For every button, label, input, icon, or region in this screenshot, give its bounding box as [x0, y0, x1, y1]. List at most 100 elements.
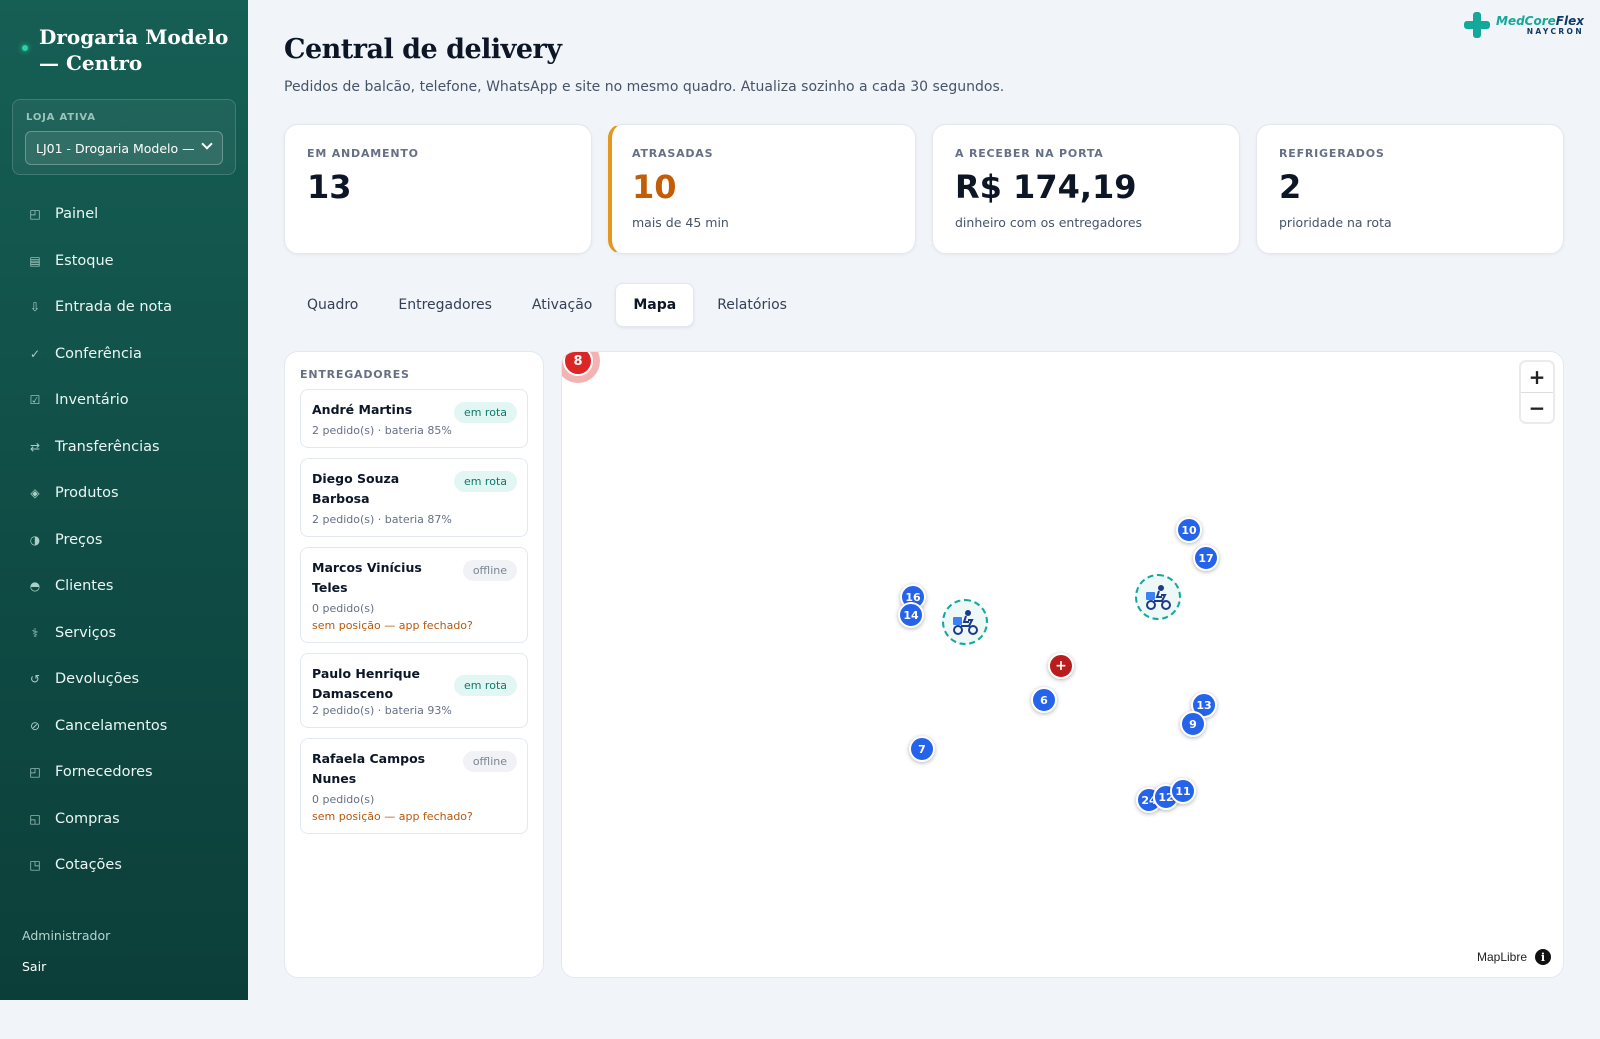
- couriers-title: ENTREGADORES: [300, 368, 410, 381]
- sidebar-item-cotacoes[interactable]: ◳ Cotações: [0, 842, 248, 889]
- order-marker[interactable]: 14: [898, 602, 924, 628]
- sidebar-item-label: Estoque: [55, 252, 114, 269]
- pharmacy-marker[interactable]: +: [1048, 653, 1074, 679]
- quote-icon: ◳: [29, 858, 41, 873]
- sidebar-item-fornecedores[interactable]: ◰ Fornecedores: [0, 749, 248, 796]
- courier-name: Diego Souza Barbosa: [312, 471, 400, 506]
- brand-logo: MedCoreFlex NAYCRON: [1464, 12, 1584, 38]
- kpi-value: R$ 174,19: [955, 168, 1137, 206]
- courier-name: Rafaela Campos Nunes: [312, 751, 426, 786]
- courier-meta: 0 pedido(s): [312, 602, 375, 615]
- courier-card[interactable]: Paulo Henrique Damasceno 2 pedido(s) · b…: [300, 653, 528, 728]
- sidebar-item-label: Serviços: [55, 624, 117, 641]
- purchase-icon: ◱: [29, 811, 41, 826]
- sidebar-item-produtos[interactable]: ◈ Produtos: [0, 470, 248, 517]
- user-name: Administrador: [22, 928, 111, 943]
- courier-meta: 2 pedido(s) · bateria 93%: [312, 704, 452, 717]
- sidebar-item-estoque[interactable]: ▤ Estoque: [0, 238, 248, 285]
- sidebar-item-label: Fornecedores: [55, 764, 153, 781]
- order-marker[interactable]: 9: [1180, 711, 1206, 737]
- page-title: Central de delivery: [284, 34, 562, 65]
- courier-meta: 0 pedido(s): [312, 793, 375, 806]
- motorbike-courier-icon: [1146, 585, 1171, 610]
- store-select[interactable]: LJ01 - Drogaria Modelo —: [25, 131, 223, 165]
- kpi-refrigerated: REFRIGERADOS 2 prioridade na rota: [1256, 124, 1564, 254]
- status-dot-icon: [22, 45, 28, 51]
- courier-card[interactable]: Rafaela Campos Nunes 0 pedido(s) sem pos…: [300, 738, 528, 834]
- zoom-out-button[interactable]: −: [1521, 392, 1553, 422]
- tab-quadro[interactable]: Quadro: [307, 297, 359, 313]
- logo-text-a: MedCore: [1496, 14, 1556, 28]
- service-icon: ⚕: [31, 625, 39, 640]
- page-subtitle: Pedidos de balcão, telefone, WhatsApp e …: [284, 79, 1005, 95]
- product-icon: ◈: [30, 486, 40, 501]
- order-marker[interactable]: 10: [1176, 517, 1202, 543]
- courier-meta: 2 pedido(s) · bateria 87%: [312, 513, 452, 526]
- courier-name: Marcos Vinícius Teles: [312, 560, 422, 595]
- sidebar-item-servicos[interactable]: ⚕ Serviços: [0, 610, 248, 657]
- brand-name: Drogaria Modelo — Centro: [39, 25, 229, 75]
- sidebar-item-painel[interactable]: ◰ Painel: [0, 191, 248, 238]
- sidebar-item-conferencia[interactable]: ✓ Conferência: [0, 331, 248, 378]
- order-marker[interactable]: 24: [1136, 787, 1162, 813]
- logout-link[interactable]: Sair: [22, 959, 47, 974]
- sidebar-item-entrada-de-nota[interactable]: ⇩ Entrada de nota: [0, 284, 248, 331]
- sidebar-item-transferencias[interactable]: ⇄ Transferências: [0, 424, 248, 471]
- status-badge: em rota: [453, 402, 517, 423]
- courier-warning: sem posição — app fechado?: [312, 619, 473, 632]
- courier-card[interactable]: Marcos Vinícius Teles 0 pedido(s) sem po…: [300, 547, 528, 643]
- kpi-value: 10: [632, 168, 677, 206]
- order-marker[interactable]: 11: [1170, 778, 1196, 804]
- tab-ativacao[interactable]: Ativação: [531, 297, 593, 313]
- sidebar-item-label: Transferências: [55, 438, 160, 455]
- sidebar-item-label: Clientes: [55, 578, 114, 595]
- tab-entregadores[interactable]: Entregadores: [398, 297, 492, 313]
- info-icon[interactable]: i: [1535, 949, 1551, 965]
- couriers-panel: ENTREGADORES André Martins 2 pedido(s) ·…: [284, 351, 544, 978]
- dashboard-icon: ◰: [29, 207, 41, 222]
- courier-warning: sem posição — app fechado?: [312, 810, 473, 823]
- map-attribution: MapLibre i: [1477, 949, 1551, 965]
- delivery-map[interactable]: 8 16 14 10 17 6 13 9 7 24 12 11 + + −: [561, 351, 1564, 978]
- status-badge: offline: [462, 751, 517, 772]
- logo-text-b: Flex: [1555, 14, 1584, 28]
- kpi-cash-to-receive: A RECEBER NA PORTA R$ 174,19 dinheiro co…: [932, 124, 1240, 254]
- download-icon: ⇩: [29, 300, 41, 315]
- sidebar-item-label: Preços: [55, 531, 103, 548]
- chevron-down-icon: [201, 138, 213, 150]
- return-icon: ↺: [29, 672, 41, 687]
- kpi-note: mais de 45 min: [632, 215, 729, 230]
- sidebar-item-devolucoes[interactable]: ↺ Devoluções: [0, 656, 248, 703]
- attribution-text: MapLibre: [1476, 950, 1527, 964]
- courier-card[interactable]: André Martins 2 pedido(s) · bateria 85% …: [300, 389, 528, 448]
- store-label: LOJA ATIVA: [26, 112, 96, 123]
- tab-relatorios[interactable]: Relatórios: [717, 297, 787, 313]
- courier-marker[interactable]: [1135, 574, 1181, 620]
- order-marker[interactable]: 17: [1193, 545, 1219, 571]
- sidebar-item-clientes[interactable]: ◓ Clientes: [0, 563, 248, 610]
- tab-bar: Quadro Entregadores Ativação Mapa Relató…: [290, 283, 810, 327]
- zoom-in-button[interactable]: +: [1528, 365, 1546, 389]
- sidebar-item-label: Conferência: [55, 345, 142, 362]
- status-badge: offline: [462, 560, 517, 581]
- courier-card[interactable]: Diego Souza Barbosa 2 pedido(s) · bateri…: [300, 458, 528, 537]
- sidebar-item-inventario[interactable]: ☑ Inventário: [0, 377, 248, 424]
- courier-name: Paulo Henrique Damasceno: [312, 666, 420, 701]
- sidebar-item-compras[interactable]: ◱ Compras: [0, 796, 248, 843]
- sidebar-item-label: Painel: [55, 206, 99, 223]
- map-cluster-marker[interactable]: 8: [563, 352, 593, 376]
- sidebar-item-precos[interactable]: ◑ Preços: [0, 517, 248, 564]
- kpi-note: prioridade na rota: [1279, 215, 1392, 230]
- order-marker[interactable]: 7: [909, 736, 935, 762]
- medical-cross-icon: [1464, 12, 1491, 38]
- kpi-value: 13: [307, 168, 352, 206]
- checkbox-icon: ☑: [29, 393, 41, 408]
- tab-mapa[interactable]: Mapa: [615, 283, 695, 327]
- status-badge: em rota: [453, 471, 517, 492]
- order-marker[interactable]: 6: [1031, 687, 1057, 713]
- courier-marker[interactable]: [942, 599, 988, 645]
- sidebar-item-cancelamentos[interactable]: ⊘ Cancelamentos: [0, 703, 248, 750]
- supplier-icon: ◰: [29, 765, 41, 780]
- sidebar-item-label: Cotações: [55, 857, 122, 874]
- logo-subtext: NAYCRON: [1526, 27, 1584, 36]
